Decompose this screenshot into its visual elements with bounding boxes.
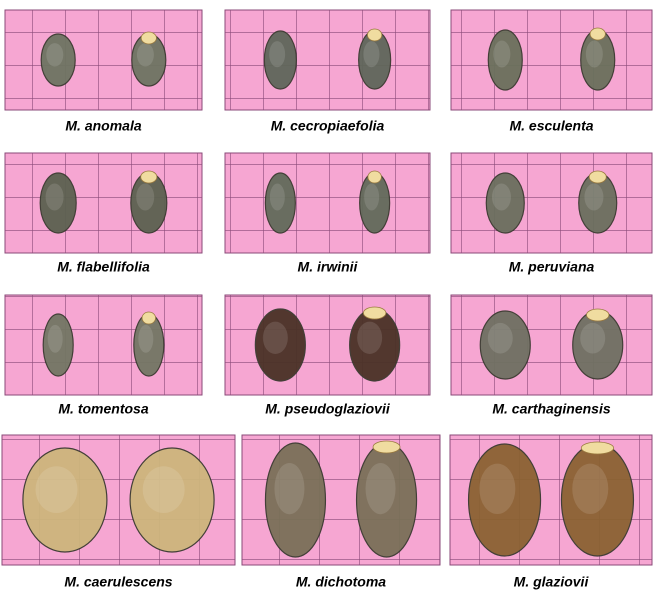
caption: M. peruviana	[509, 259, 595, 275]
seed-caruncle	[140, 170, 158, 184]
seed	[42, 313, 74, 377]
seed-caruncle	[588, 170, 607, 184]
seed	[479, 310, 531, 380]
photo-background	[4, 9, 203, 111]
seed-texture	[46, 43, 64, 67]
seed-texture	[487, 322, 513, 354]
caption: M. dichotoma	[296, 574, 386, 590]
seed-texture	[136, 43, 154, 67]
seed-texture	[274, 462, 305, 515]
seed-texture	[493, 40, 511, 68]
seed-caruncle	[586, 308, 610, 322]
seed-texture	[138, 324, 154, 353]
caption: M. caerulescens	[64, 574, 172, 590]
seed-texture	[35, 466, 78, 513]
seed-caruncle	[140, 31, 157, 45]
seed-caruncle	[141, 311, 156, 325]
photo-background	[224, 152, 431, 254]
seed-texture	[136, 183, 155, 211]
seed-texture	[585, 40, 603, 68]
seed-caruncle	[362, 306, 387, 320]
seed-caruncle	[580, 441, 615, 455]
seed-texture	[269, 41, 286, 68]
seed-texture	[269, 183, 285, 211]
photo-background	[450, 152, 653, 254]
seed-texture	[142, 466, 185, 513]
seed-texture	[357, 321, 383, 354]
caption: M. carthaginensis	[492, 401, 610, 417]
seed-texture	[479, 463, 516, 514]
caption: M. cecropiaefolia	[271, 118, 385, 134]
seed	[39, 172, 77, 234]
seed-texture	[491, 183, 511, 211]
photo-background	[4, 294, 203, 396]
caption: M. anomala	[65, 118, 141, 134]
seed-caruncle	[589, 27, 606, 41]
caption: M. glaziovii	[514, 574, 590, 590]
caption: M. irwinii	[298, 259, 359, 275]
seed	[254, 308, 306, 382]
seed	[129, 447, 215, 553]
seed-texture	[580, 322, 606, 354]
photo-background	[4, 152, 203, 254]
caption: M. esculenta	[509, 118, 593, 134]
seed-texture	[365, 462, 396, 515]
seed-texture	[262, 321, 288, 354]
seed	[467, 443, 542, 557]
seed	[487, 29, 523, 91]
seed	[40, 33, 76, 87]
caption: M. pseudoglaziovii	[265, 401, 391, 417]
seed-texture	[572, 463, 609, 514]
seed-texture	[584, 183, 604, 211]
seed-texture	[363, 41, 380, 68]
photo-background	[224, 9, 431, 111]
seed	[264, 442, 327, 558]
seed	[485, 172, 525, 234]
seed-texture	[47, 324, 63, 353]
seed	[22, 447, 108, 553]
seed-caruncle	[367, 28, 383, 42]
caption: M. tomentosa	[58, 401, 148, 417]
seed-texture	[45, 183, 64, 211]
seed	[264, 172, 296, 234]
seed	[263, 30, 297, 90]
seed-caruncle	[367, 170, 382, 184]
seed-caruncle	[372, 440, 401, 454]
photo-background	[450, 9, 653, 111]
seed-texture	[364, 183, 380, 211]
caption: M. flabellifolia	[57, 259, 150, 275]
